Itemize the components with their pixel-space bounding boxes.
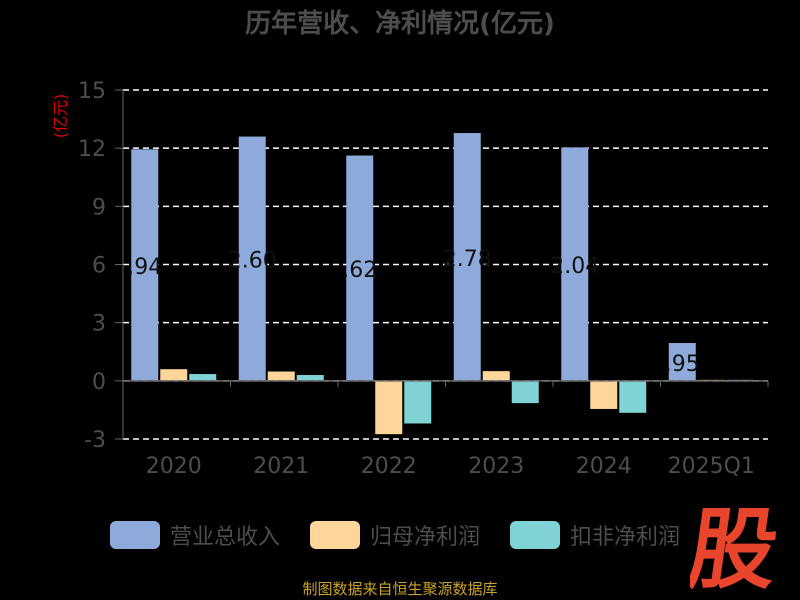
y-axis-ticks: -3 0 3 6 9 12 15 [78,79,124,453]
x-tick-label-2021: 2021 [253,454,309,479]
legend-label-net-profit: 归母净利润 [370,525,481,550]
legend-swatch-deducted-profit [510,521,560,549]
bar-0-2020 [131,149,159,381]
value-label-2024: 2.04 [550,254,599,279]
legend-item-deducted-profit: 扣非净利润 [510,518,680,552]
value-label-2021: 2.60 [228,249,277,274]
logo-stamp: 股 [690,500,784,592]
x-tick-label-2024: 2024 [576,454,632,479]
legend: 营业总收入 归母净利润 扣非净利润 [0,518,800,552]
value-labels: .94 2.60 .62 2.78 2.04 .95 [127,247,700,377]
bar-2-2024 [619,380,647,413]
y-tick-label: -3 [84,428,106,453]
bar-0-2023 [453,133,481,381]
bar-1-2020 [160,369,188,381]
value-label-2025Q1: .95 [665,352,700,377]
chart-title: 历年营收、净利情况(亿元) [245,8,555,39]
x-tick-label-2023: 2023 [468,454,524,479]
y-tick-label: 6 [92,254,106,279]
y-axis-label: (亿元) [51,94,70,139]
bar-1-2022 [375,380,403,435]
y-tick-label: 3 [92,312,106,337]
bar-0-2025Q1 [668,343,696,381]
bar-0-2024 [561,147,589,381]
bar-1-2024 [590,380,618,409]
bar-0-2021 [238,136,266,381]
legend-label-revenue: 营业总收入 [170,525,281,550]
legend-swatch-net-profit [310,521,360,549]
bars [131,133,754,435]
x-tick-label-2022: 2022 [361,454,417,479]
legend-item-revenue: 营业总收入 [110,518,280,552]
bar-1-2023 [482,371,510,381]
value-label-2022: .62 [342,258,377,283]
bar-2-2021 [296,375,324,381]
value-label-2020: .94 [127,255,162,280]
x-axis-ticks: 2020 2021 2022 2023 2024 2025Q1 [122,380,769,479]
bar-2-2020 [189,374,217,381]
y-tick-label: 9 [92,195,106,220]
bar-1-2021 [267,371,295,381]
y-tick-label: 15 [78,79,106,104]
bar-0-2022 [346,155,374,381]
y-tick-label: 12 [78,137,106,162]
y-tick-label: 0 [92,370,106,395]
x-tick-label-2025Q1: 2025Q1 [668,454,755,479]
legend-item-net-profit: 归母净利润 [310,518,480,552]
footer-source: 制图数据来自恒生聚源数据库 [302,580,498,598]
logo-text: 股 [690,500,784,592]
legend-swatch-revenue [110,521,160,549]
value-label-2023: 2.78 [443,247,492,272]
x-tick-label-2020: 2020 [146,454,202,479]
bar-2-2023 [511,380,539,404]
bar-2-2022 [404,380,432,424]
legend-label-deducted-profit: 扣非净利润 [570,525,681,550]
